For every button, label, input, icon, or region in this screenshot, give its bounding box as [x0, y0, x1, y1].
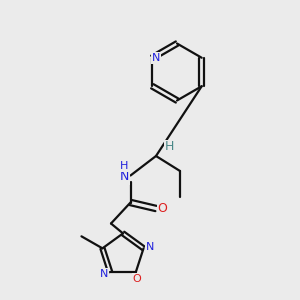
Text: H: H — [120, 161, 129, 171]
Text: N: N — [146, 242, 154, 252]
Text: O: O — [158, 202, 167, 215]
Text: N: N — [120, 170, 129, 184]
Text: N: N — [100, 269, 108, 279]
Text: N: N — [152, 53, 160, 63]
Text: O: O — [133, 274, 142, 284]
Text: H: H — [165, 140, 174, 154]
